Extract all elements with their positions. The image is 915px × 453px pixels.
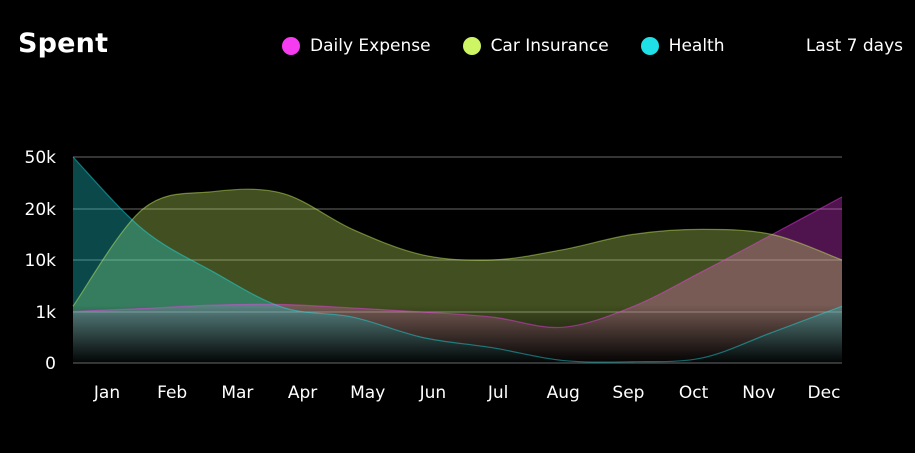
legend: Daily Expense Car Insurance Health [282, 36, 756, 56]
x-tick-label: Oct [679, 383, 709, 403]
y-tick-label: 1k [35, 303, 56, 323]
area-daily-expense [73, 196, 842, 363]
y-tick-label: 0 [45, 354, 56, 374]
area-car-insurance [73, 189, 842, 363]
x-tick-label: Jan [93, 383, 120, 403]
legend-label: Health [668, 36, 725, 56]
x-tick-label: Nov [742, 383, 775, 403]
x-tick-label: Feb [157, 383, 187, 403]
legend-item-daily-expense[interactable]: Daily Expense [282, 36, 431, 56]
y-tick-label: 10k [25, 251, 57, 271]
range-selector[interactable]: Last 7 days [805, 36, 903, 56]
legend-item-health[interactable]: Health [640, 36, 725, 56]
x-tick-label: Jun [419, 383, 447, 403]
y-axis: 0 1k 10k 20k 50k [25, 148, 57, 374]
x-tick-label: Mar [221, 383, 253, 403]
x-tick-label: Sep [612, 383, 644, 403]
y-tick-label: 20k [25, 200, 57, 220]
line-car-insurance [72, 188, 843, 307]
x-axis: Jan Feb Mar Apr May Jun Jul Aug Sep Oct Nov Dec [93, 383, 841, 403]
chart-title: Spent [18, 28, 109, 59]
legend-item-car-insurance[interactable]: Car Insurance [462, 36, 609, 56]
series-lines [72, 156, 843, 363]
x-tick-label: May [350, 383, 385, 403]
legend-dot-icon [640, 37, 659, 55]
legend-label: Car Insurance [490, 36, 609, 56]
area-health [73, 157, 842, 363]
x-tick-label: Dec [808, 383, 841, 403]
legend-label: Daily Expense [310, 36, 431, 56]
line-health [72, 156, 843, 363]
y-tick-label: 50k [25, 148, 57, 168]
line-daily-expense [72, 196, 843, 329]
legend-dot-icon [282, 37, 300, 55]
series-areas [73, 157, 842, 363]
x-tick-label: Apr [288, 383, 317, 403]
grid-lines [73, 156, 842, 364]
x-tick-label: Jul [487, 383, 509, 403]
legend-dot-icon [462, 37, 481, 55]
x-tick-label: Aug [547, 383, 580, 403]
